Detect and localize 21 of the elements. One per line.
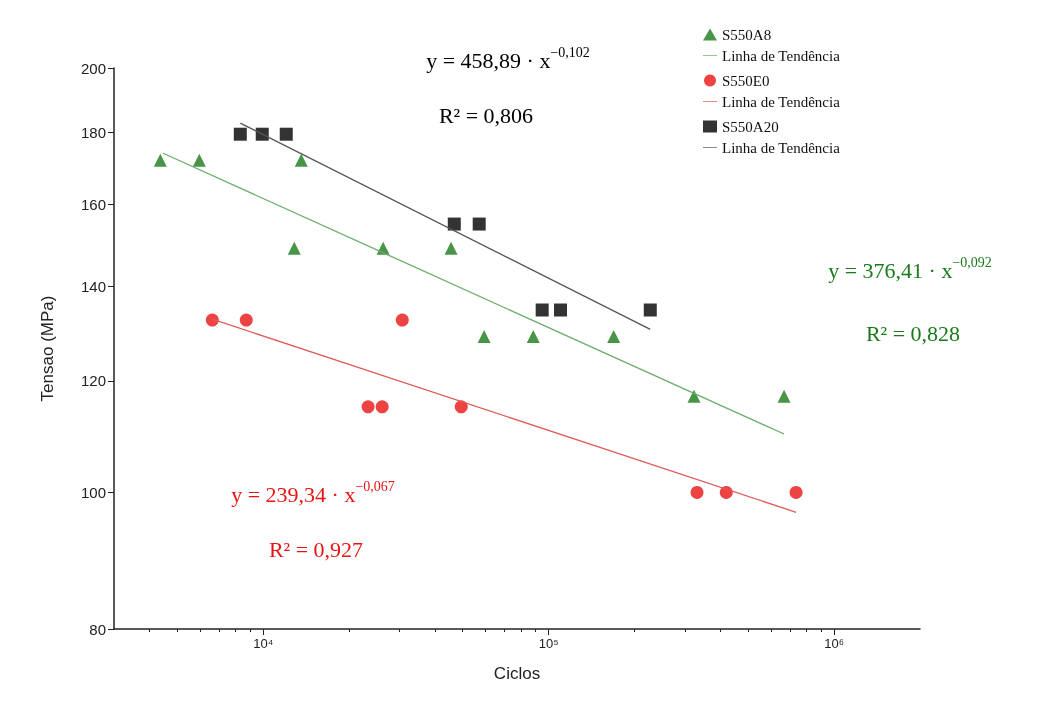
y-tick-label: 80 xyxy=(89,620,106,638)
y-tick-label: 200 xyxy=(80,59,106,77)
x-axis-title: Ciclos xyxy=(493,664,541,683)
y-tick-label: 180 xyxy=(80,124,106,142)
y-tick-label: 160 xyxy=(80,196,106,214)
x-tick-label: 10⁴ xyxy=(253,636,274,651)
annotation: R² = 0,806 xyxy=(438,102,534,128)
legend-label: S550E0 xyxy=(722,72,770,89)
legend-label: Linha de Tendência xyxy=(722,47,841,64)
annotation: R² = 0,927 xyxy=(268,536,364,562)
y-tick-label: 120 xyxy=(80,372,106,390)
legend-label: S550A20 xyxy=(722,118,779,135)
legend-label: Linha de Tendência xyxy=(722,93,841,110)
annotation: R² = 0,828 xyxy=(865,320,961,346)
x-tick-label: 10⁵ xyxy=(538,636,559,651)
y-axis-title: Tensao (MPa) xyxy=(38,295,57,402)
legend-label: S550A8 xyxy=(722,26,772,43)
legend-label: Linha de Tendência xyxy=(722,139,841,156)
y-tick-label: 140 xyxy=(80,277,106,295)
x-tick-label: 10⁶ xyxy=(824,636,844,651)
y-tick-label: 100 xyxy=(80,483,106,501)
